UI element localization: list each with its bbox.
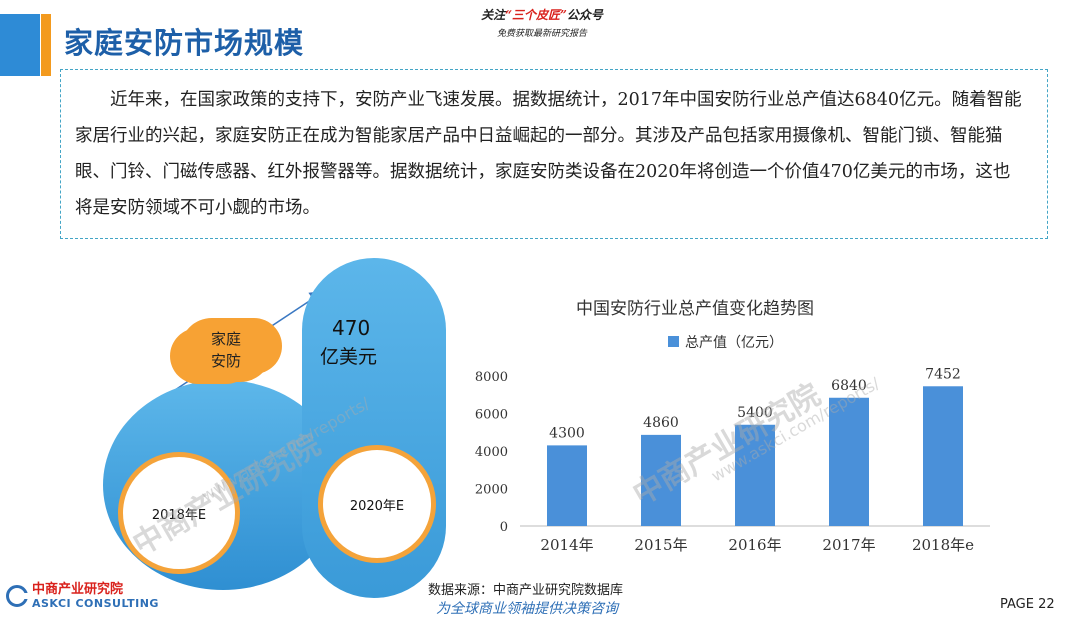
- logo-text-en: ASKCI CONSULTING: [32, 597, 159, 610]
- legend-swatch: [668, 336, 679, 347]
- header-accent-blue: [0, 14, 40, 76]
- y-tick-label: 6000: [475, 408, 508, 423]
- home-security-cloud: 家庭安防: [180, 318, 272, 382]
- summary-box: 近年来，在国家政策的支持下，安防产业飞速发展。据数据统计，2017年中国安防行业…: [60, 69, 1048, 239]
- y-tick-label: 0: [500, 520, 508, 535]
- market-2020-unit: 亿美元: [320, 346, 378, 368]
- x-tick-label: 2015年: [634, 536, 687, 554]
- header-accent-orange: [41, 14, 51, 76]
- bar: [735, 424, 775, 526]
- page-number: PAGE 22: [1000, 597, 1055, 612]
- tagline: 为全球商业领袖提供决策咨询: [436, 601, 618, 617]
- year-2020-label: 2020年E: [349, 498, 405, 514]
- promo-pre: 关注: [481, 8, 506, 22]
- x-tick-label: 2014年: [540, 536, 593, 554]
- company-logo: 中商产业研究院 ASKCI CONSULTING: [6, 582, 159, 610]
- y-tick-label: 8000: [475, 370, 508, 385]
- promo-line-1: 关注“三个皮匠”公众号: [442, 6, 642, 23]
- summary-paragraph: 近年来，在国家政策的支持下，安防产业飞速发展。据数据统计，2017年中国安防行业…: [75, 90, 1022, 218]
- chart-title: 中国安防行业总产值变化趋势图: [576, 299, 814, 319]
- data-label: 7452: [925, 366, 961, 382]
- data-label: 4300: [549, 425, 585, 441]
- legend-label: 总产值（亿元）: [685, 335, 783, 351]
- promo-banner: 关注“三个皮匠”公众号 免费获取最新研究报告: [442, 6, 642, 39]
- year-2020-circle: 2020年E: [318, 445, 436, 563]
- year-2018-label: 2018年E: [151, 507, 207, 523]
- logo-text-cn: 中商产业研究院: [32, 582, 124, 597]
- data-label: 4860: [643, 415, 679, 431]
- logo-icon: [6, 585, 28, 607]
- bar: [641, 434, 681, 526]
- bar: [829, 397, 869, 526]
- x-tick-label: 2017年: [822, 536, 875, 554]
- x-tick-label: 2018年e: [912, 536, 974, 554]
- promo-highlight: “三个皮匠”: [505, 8, 567, 22]
- page-title: 家庭安防市场规模: [64, 26, 305, 60]
- data-label: 6840: [831, 378, 867, 394]
- promo-line-2: 免费获取最新研究报告: [496, 29, 587, 39]
- y-tick-label: 4000: [475, 445, 508, 460]
- data-label: 5400: [737, 405, 773, 421]
- bar: [547, 445, 587, 526]
- bar: [923, 386, 963, 526]
- data-source: 数据来源：中商产业研究院数据库: [428, 583, 624, 598]
- year-2018-circle: 2018年E: [118, 452, 240, 574]
- x-tick-label: 2016年: [728, 536, 781, 554]
- promo-post: 公众号: [566, 8, 603, 22]
- cloud-label: 家庭安防: [210, 330, 241, 370]
- y-tick-label: 2000: [475, 483, 508, 498]
- market-2020-value: 470: [332, 316, 371, 340]
